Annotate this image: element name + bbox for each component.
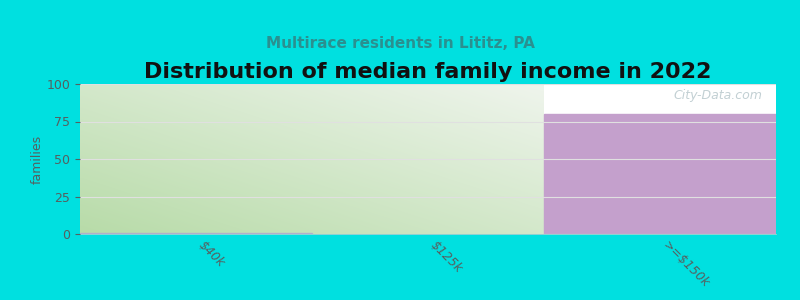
Bar (544, 114, 800, 234)
Text: Multirace residents in Lititz, PA: Multirace residents in Lititz, PA (266, 36, 534, 51)
Bar (80, 232, 312, 234)
Text: City-Data.com: City-Data.com (674, 88, 762, 101)
Title: Distribution of median family income in 2022: Distribution of median family income in … (144, 62, 712, 82)
Y-axis label: families: families (30, 134, 44, 184)
